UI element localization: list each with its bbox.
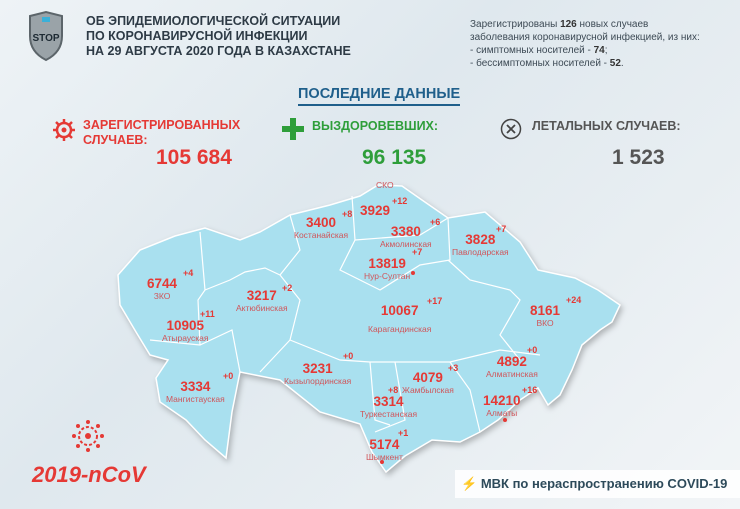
region-delta: +17 bbox=[427, 296, 443, 306]
region-borders bbox=[149, 195, 541, 433]
city-marker bbox=[380, 460, 384, 464]
mvk-text: МВК по нераспространению COVID-19 bbox=[480, 476, 728, 491]
region-delta: +8 bbox=[388, 385, 399, 395]
title-line: НА 29 АВГУСТА 2020 ГОДА В КАЗАХСТАНЕ bbox=[86, 44, 351, 58]
region-karaganda: 10067 Карагандинская bbox=[368, 303, 432, 334]
region-almaty: 14210 Алматы bbox=[483, 393, 521, 418]
region-almaty-oblast: 4892 Алматинская bbox=[486, 354, 538, 379]
logo: STOP bbox=[26, 10, 66, 62]
section-title: ПОСЛЕДНИЕ ДАННЫЕ bbox=[298, 86, 461, 106]
region-delta: +12 bbox=[392, 196, 408, 206]
region-delta: +16 bbox=[522, 385, 538, 395]
region-delta: +6 bbox=[430, 217, 441, 227]
region-zko: 6744 ЗКО bbox=[147, 276, 178, 301]
region-aktobe: 3217 Актюбинская bbox=[236, 288, 288, 313]
region-delta: +7 bbox=[496, 224, 507, 234]
region-nur-sultan: 13819 Нур-Султан bbox=[364, 256, 411, 281]
region-delta: +0 bbox=[343, 351, 354, 361]
mvk-banner: ⚡ МВК по нераспространению COVID-19 bbox=[455, 470, 740, 498]
region-akmola: 3380 Акмолинская bbox=[380, 224, 432, 249]
deaths-label: ЛЕТАЛЬНЫХ СЛУЧАЕВ: bbox=[532, 119, 681, 133]
plus-icon bbox=[282, 118, 304, 145]
region-zhambyl: 4079 Жамбылская bbox=[402, 370, 454, 395]
region-atyrau: 10905 Атырауская bbox=[162, 318, 209, 343]
virus-icon bbox=[52, 118, 76, 147]
region-mangistau: 3334 Мангистауская bbox=[166, 379, 225, 404]
region-sko: СКО bbox=[376, 180, 394, 190]
region-delta: +7 bbox=[412, 247, 423, 257]
registered-label: ЗАРЕГИСТРИРОВАННЫХ СЛУЧАЕВ: bbox=[83, 118, 241, 147]
region-delta: +24 bbox=[566, 295, 582, 305]
recovered-value: 96 135 bbox=[362, 146, 427, 169]
region-delta: +1 bbox=[398, 428, 409, 438]
svg-text:STOP: STOP bbox=[32, 33, 59, 44]
region-delta: +4 bbox=[183, 268, 194, 278]
region-shymkent: 5174 Шымкент bbox=[366, 437, 403, 462]
recovered-label: ВЫЗДОРОВЕВШИХ: bbox=[312, 119, 439, 133]
ncov-label: 2019-nCoV bbox=[32, 462, 146, 487]
region-delta: +3 bbox=[448, 363, 459, 373]
virus-icon bbox=[70, 418, 106, 459]
region-kyzylorda: 3231 Кызылординская bbox=[284, 361, 352, 386]
region-vko: 8161 ВКО bbox=[530, 303, 561, 328]
x-circle-icon bbox=[500, 118, 522, 145]
lightning-icon: ⚡ bbox=[461, 476, 478, 491]
registered-value: 105 684 bbox=[156, 146, 232, 169]
deaths-value: 1 523 bbox=[612, 146, 665, 169]
capital-marker bbox=[411, 271, 415, 275]
title-line: ПО КОРОНАВИРУСНОЙ ИНФЕКЦИИ bbox=[86, 29, 308, 43]
title-line: ОБ ЭПИДЕМИОЛОГИЧЕСКОЙ СИТУАЦИИ bbox=[86, 14, 341, 28]
region-turkestan: 3314 Туркестанская bbox=[360, 394, 418, 419]
region-delta: +2 bbox=[282, 283, 293, 293]
region-kostanay: 3400 Костанайская bbox=[294, 215, 349, 240]
page-title: ОБ ЭПИДЕМИОЛОГИЧЕСКОЙ СИТУАЦИИ ПО КОРОНА… bbox=[86, 14, 351, 59]
region-count: 3929 bbox=[360, 203, 391, 218]
region-delta: +0 bbox=[223, 371, 234, 381]
region-pavlodar: 3828 Павлодарская bbox=[452, 232, 509, 257]
region-delta: +11 bbox=[200, 309, 215, 319]
new-cases-info: Зарегистрированы 126 новых случаев забол… bbox=[470, 19, 700, 69]
region-delta: +8 bbox=[342, 209, 353, 219]
map-outline bbox=[117, 184, 621, 474]
region-delta: +0 bbox=[527, 345, 538, 355]
city-marker bbox=[503, 418, 507, 422]
